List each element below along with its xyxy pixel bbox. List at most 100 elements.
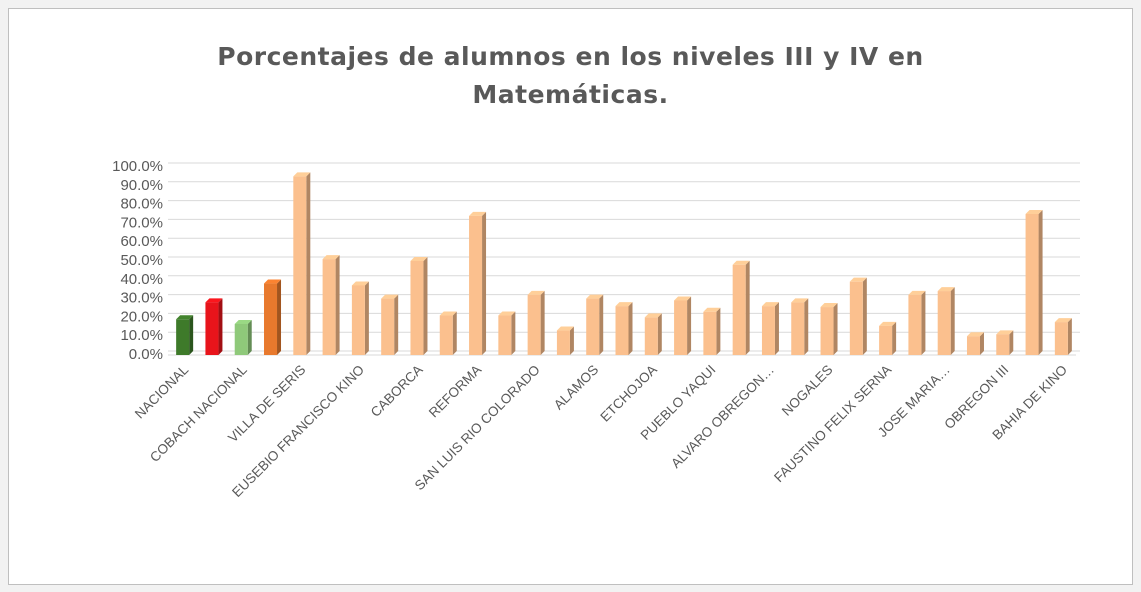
x-tick-label: ALAMOS (551, 362, 601, 412)
bar-side (687, 296, 692, 355)
y-tick-label: 80.0% (120, 196, 163, 213)
y-tick-label: 40.0% (120, 271, 163, 288)
bar-top (381, 294, 399, 299)
bar-side (716, 307, 721, 355)
bar (293, 176, 307, 355)
bar-side (452, 311, 457, 355)
bar (556, 330, 570, 355)
bar (410, 261, 424, 355)
bar-top (586, 294, 604, 299)
bar-top (1025, 210, 1043, 214)
bar-top (1054, 318, 1072, 323)
bar (908, 294, 922, 355)
bar-top (937, 287, 955, 292)
bar-top (908, 290, 926, 295)
bar (351, 285, 365, 355)
y-tick-label: 20.0% (120, 308, 163, 325)
y-tick-label: 10.0% (120, 327, 163, 344)
x-tick-label: ALVARO OBREGON… (668, 362, 777, 471)
bar (732, 264, 746, 355)
bar-top (674, 296, 692, 301)
bar-side (804, 298, 809, 355)
bar (820, 307, 834, 355)
bar-side (1009, 330, 1014, 355)
bar (1025, 214, 1039, 355)
bar-side (364, 281, 369, 355)
bar-side (628, 302, 633, 355)
bar-side (247, 319, 252, 355)
bar-top (615, 302, 633, 307)
bar-top (791, 298, 809, 303)
bar-side (862, 277, 867, 355)
bar (176, 319, 190, 355)
bar (761, 306, 775, 355)
bar-top (849, 277, 867, 282)
x-tick-label: CABORCA (368, 362, 426, 420)
y-tick-label: 50.0% (120, 252, 163, 269)
y-tick-label: 60.0% (120, 233, 163, 250)
bar (381, 298, 395, 355)
bar (205, 302, 219, 355)
bar (498, 315, 512, 355)
y-tick-label: 30.0% (120, 290, 163, 307)
x-tick-label: REFORMA (426, 362, 484, 420)
bar-top (703, 307, 721, 312)
bar-top (820, 303, 838, 308)
bar (966, 336, 980, 355)
bar-side (979, 332, 984, 355)
x-tick-label: SAN LUIS RIO COLORADO (412, 362, 543, 493)
bar-side (1038, 210, 1043, 355)
bar (586, 298, 600, 355)
bar-side (892, 321, 897, 355)
bar (674, 300, 688, 355)
bar-top (498, 311, 516, 316)
bar-side (921, 290, 926, 355)
bar-top (996, 330, 1014, 335)
x-tick-label: ETCHOJOA (597, 362, 660, 425)
bar-top (176, 315, 194, 320)
bar-top (879, 321, 897, 326)
bar (996, 334, 1010, 355)
bar-top (322, 255, 340, 260)
bar-side (218, 298, 223, 355)
bar (527, 294, 541, 355)
bar-top (761, 302, 779, 307)
bar-top (264, 279, 282, 284)
bar-side (950, 287, 955, 355)
bar (234, 323, 248, 355)
x-tick-label: FAUSTINO FELIX SERNA (771, 362, 894, 485)
bar-top (439, 311, 457, 316)
y-tick-label: 70.0% (120, 214, 163, 231)
bar-side (540, 290, 545, 355)
bar-side (774, 302, 779, 355)
bar-side (277, 279, 282, 355)
bar-side (306, 172, 311, 355)
bar (469, 215, 483, 355)
bar (849, 281, 863, 355)
bar-side (745, 260, 750, 355)
bar-side (394, 294, 399, 355)
bar-side (833, 303, 838, 355)
bar-side (511, 311, 516, 355)
bar-side (569, 326, 574, 355)
bar (644, 317, 658, 355)
bar (879, 325, 893, 355)
bar-side (482, 211, 487, 355)
bar-side (189, 315, 194, 355)
bar-top (556, 326, 574, 331)
bar-top (351, 281, 369, 286)
bar-top (293, 172, 311, 177)
bar-side (657, 313, 662, 355)
bar (264, 283, 278, 355)
bar (1054, 322, 1068, 355)
bar-top (732, 260, 750, 265)
bar (937, 291, 951, 355)
bar-top (527, 290, 545, 295)
x-tick-label: NACIONAL (132, 362, 192, 422)
x-tick-label: NOGALES (779, 362, 836, 419)
bar-top (410, 257, 428, 261)
bar-top (966, 332, 984, 337)
bar-side (423, 257, 428, 355)
